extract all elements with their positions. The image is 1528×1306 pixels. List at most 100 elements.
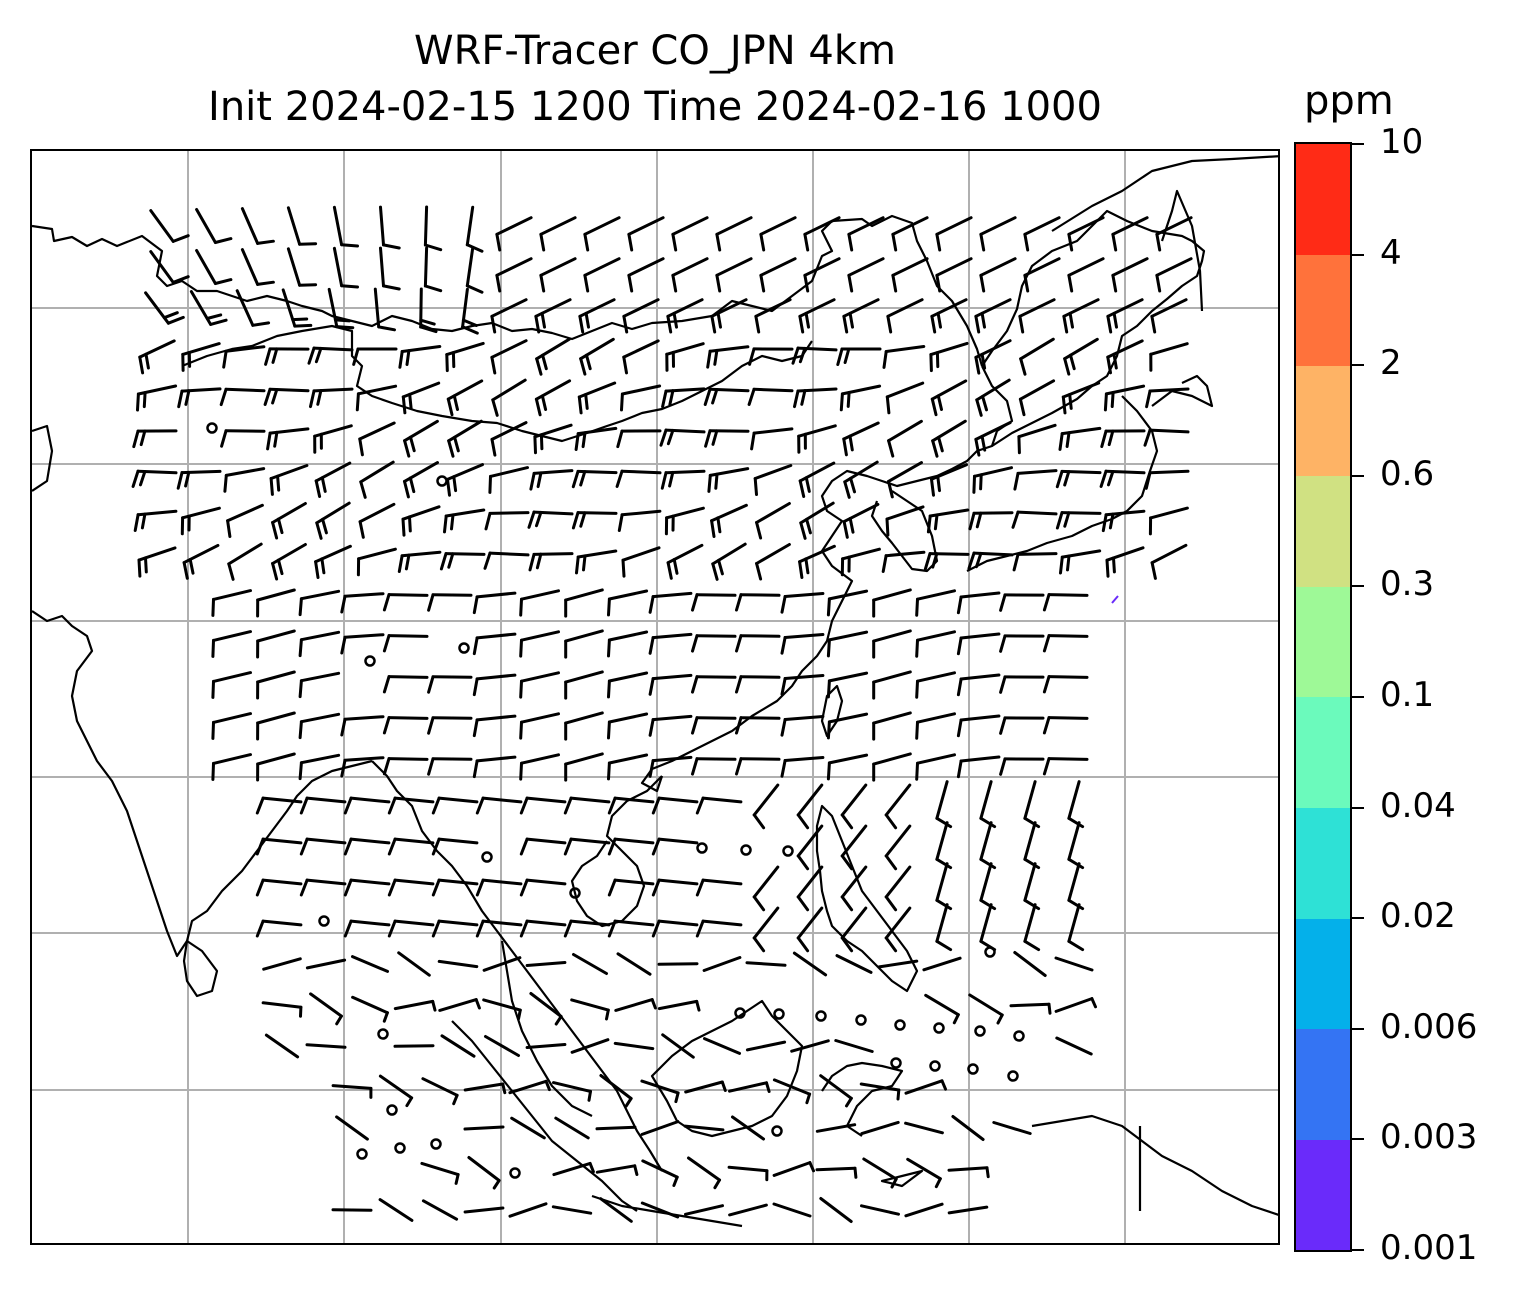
wind-barb-stroke	[454, 1173, 460, 1185]
wind-barb-stroke	[1068, 311, 1074, 329]
wind-barb-stroke	[798, 479, 806, 498]
wind-barb-stroke	[695, 634, 737, 638]
wind-barb-stroke	[262, 957, 302, 971]
wind-barb-stroke	[651, 796, 661, 815]
wind-barb-stroke	[211, 720, 215, 740]
wind-barb-stroke	[539, 433, 544, 451]
wind-barb-stroke	[842, 437, 848, 457]
wind-barb-stroke	[264, 1033, 300, 1059]
wind-barb-stroke	[703, 387, 712, 406]
wind-barb-stroke	[798, 346, 807, 364]
wind-barb-stroke	[569, 837, 611, 845]
wind-barb-stroke	[171, 234, 190, 243]
calm-marker	[1013, 1030, 1025, 1042]
wind-barb-stroke	[935, 857, 953, 870]
map-panel[interactable]	[30, 149, 1280, 1245]
wind-barb-stroke	[1018, 298, 1056, 318]
wind-barb-stroke	[298, 679, 303, 699]
wind-barb-stroke	[227, 542, 263, 566]
wind-barb-stroke	[716, 311, 722, 329]
wind-barb-stroke	[349, 878, 391, 886]
wind-barb-stroke	[648, 677, 655, 696]
wind-barb-stroke	[421, 1077, 459, 1097]
wind-barb-stroke	[607, 837, 617, 856]
wind-barb-stroke	[357, 547, 397, 561]
colorbar-segment	[1296, 254, 1350, 366]
wind-barb-stroke	[1112, 556, 1116, 574]
colorbar-tick	[1352, 585, 1364, 588]
wind-barb-stroke	[622, 298, 660, 318]
wind-barb-stroke	[1155, 216, 1193, 236]
wind-barb-stroke	[916, 753, 956, 765]
wind-barb-stroke	[211, 679, 215, 699]
wind-barb-stroke	[790, 1039, 830, 1053]
colorbar-tick	[1352, 1027, 1364, 1030]
wind-barb-stroke	[621, 546, 661, 562]
wind-barb-stroke	[968, 993, 1004, 1017]
wind-barb-stroke	[739, 675, 781, 679]
calm-marker	[458, 642, 470, 654]
wind-barb-stroke	[959, 673, 1001, 681]
wind-barb-stroke	[827, 753, 869, 765]
wind-barb-stroke	[668, 389, 675, 406]
wind-barb-stroke	[382, 1011, 389, 1023]
wind-barb-stroke	[1017, 435, 1021, 455]
wind-barb-stroke	[226, 503, 264, 523]
wind-barb-stroke	[648, 595, 655, 614]
wind-barb-stroke	[352, 347, 360, 366]
wind-barb-stroke	[804, 476, 811, 493]
wind-barb-stroke	[617, 513, 624, 532]
wind-barb-stroke	[211, 597, 215, 617]
wind-barb-stroke	[298, 242, 318, 246]
wind-barb-stroke	[331, 1084, 373, 1090]
wind-barb-stroke	[1145, 389, 1152, 409]
wind-barb-stroke	[616, 429, 624, 449]
wind-barb-stroke	[620, 509, 662, 517]
wind-barb-stroke	[711, 562, 719, 581]
wind-barb-stroke	[1042, 716, 1051, 735]
calm-marker	[436, 475, 448, 487]
wind-barb-stroke	[525, 919, 567, 927]
wind-barb-stroke	[616, 952, 652, 976]
wind-barb-stroke	[387, 796, 397, 815]
wind-barb-stroke	[1063, 511, 1071, 528]
wind-barb-stroke	[845, 1096, 853, 1108]
wind-barb-stroke	[915, 761, 919, 781]
wind-barb-stroke	[438, 998, 478, 1012]
wind-barb-stroke	[307, 346, 316, 365]
wind-barb-stroke	[488, 474, 492, 494]
wind-barb-stroke	[687, 1156, 721, 1182]
wind-barb-stroke	[437, 919, 479, 927]
wind-barb-stroke	[979, 816, 997, 829]
wind-barb-stroke	[923, 552, 932, 571]
wind-barb-stroke	[377, 325, 396, 332]
wind-barb-stroke	[382, 243, 401, 250]
wind-barb-stroke	[585, 353, 592, 371]
wind-barb-stroke	[405, 349, 411, 366]
wind-barb-stroke	[212, 630, 252, 642]
coastline-sumatra	[451, 1020, 638, 1212]
wind-barb-stroke	[446, 477, 451, 497]
wind-barb-stroke	[1106, 314, 1113, 334]
wind-barb-stroke	[956, 718, 963, 738]
wind-barb-stroke	[1067, 939, 1085, 952]
wind-barb-stroke	[815, 1166, 857, 1172]
wind-barb-stroke	[607, 671, 649, 683]
wind-barb-stroke	[1047, 716, 1089, 720]
wind-barb-stroke	[271, 388, 279, 405]
wind-barb-stroke	[298, 761, 303, 781]
wind-barb-stroke	[999, 593, 1007, 612]
wind-barb-stroke	[859, 1082, 901, 1092]
wind-barb-stroke	[735, 634, 743, 653]
wind-barb-stroke	[827, 671, 869, 683]
wind-barb-stroke	[750, 431, 756, 451]
wind-barb-stroke	[935, 216, 973, 236]
wind-barb-stroke	[613, 878, 655, 886]
wind-barb-stroke	[979, 216, 1017, 236]
calm-marker	[773, 1008, 785, 1020]
wind-barb-stroke	[815, 1123, 857, 1133]
wind-barb-stroke	[423, 246, 429, 288]
wind-barb-stroke	[691, 675, 699, 694]
wind-barb-stroke	[569, 919, 611, 927]
wind-barb-stroke	[583, 273, 590, 293]
